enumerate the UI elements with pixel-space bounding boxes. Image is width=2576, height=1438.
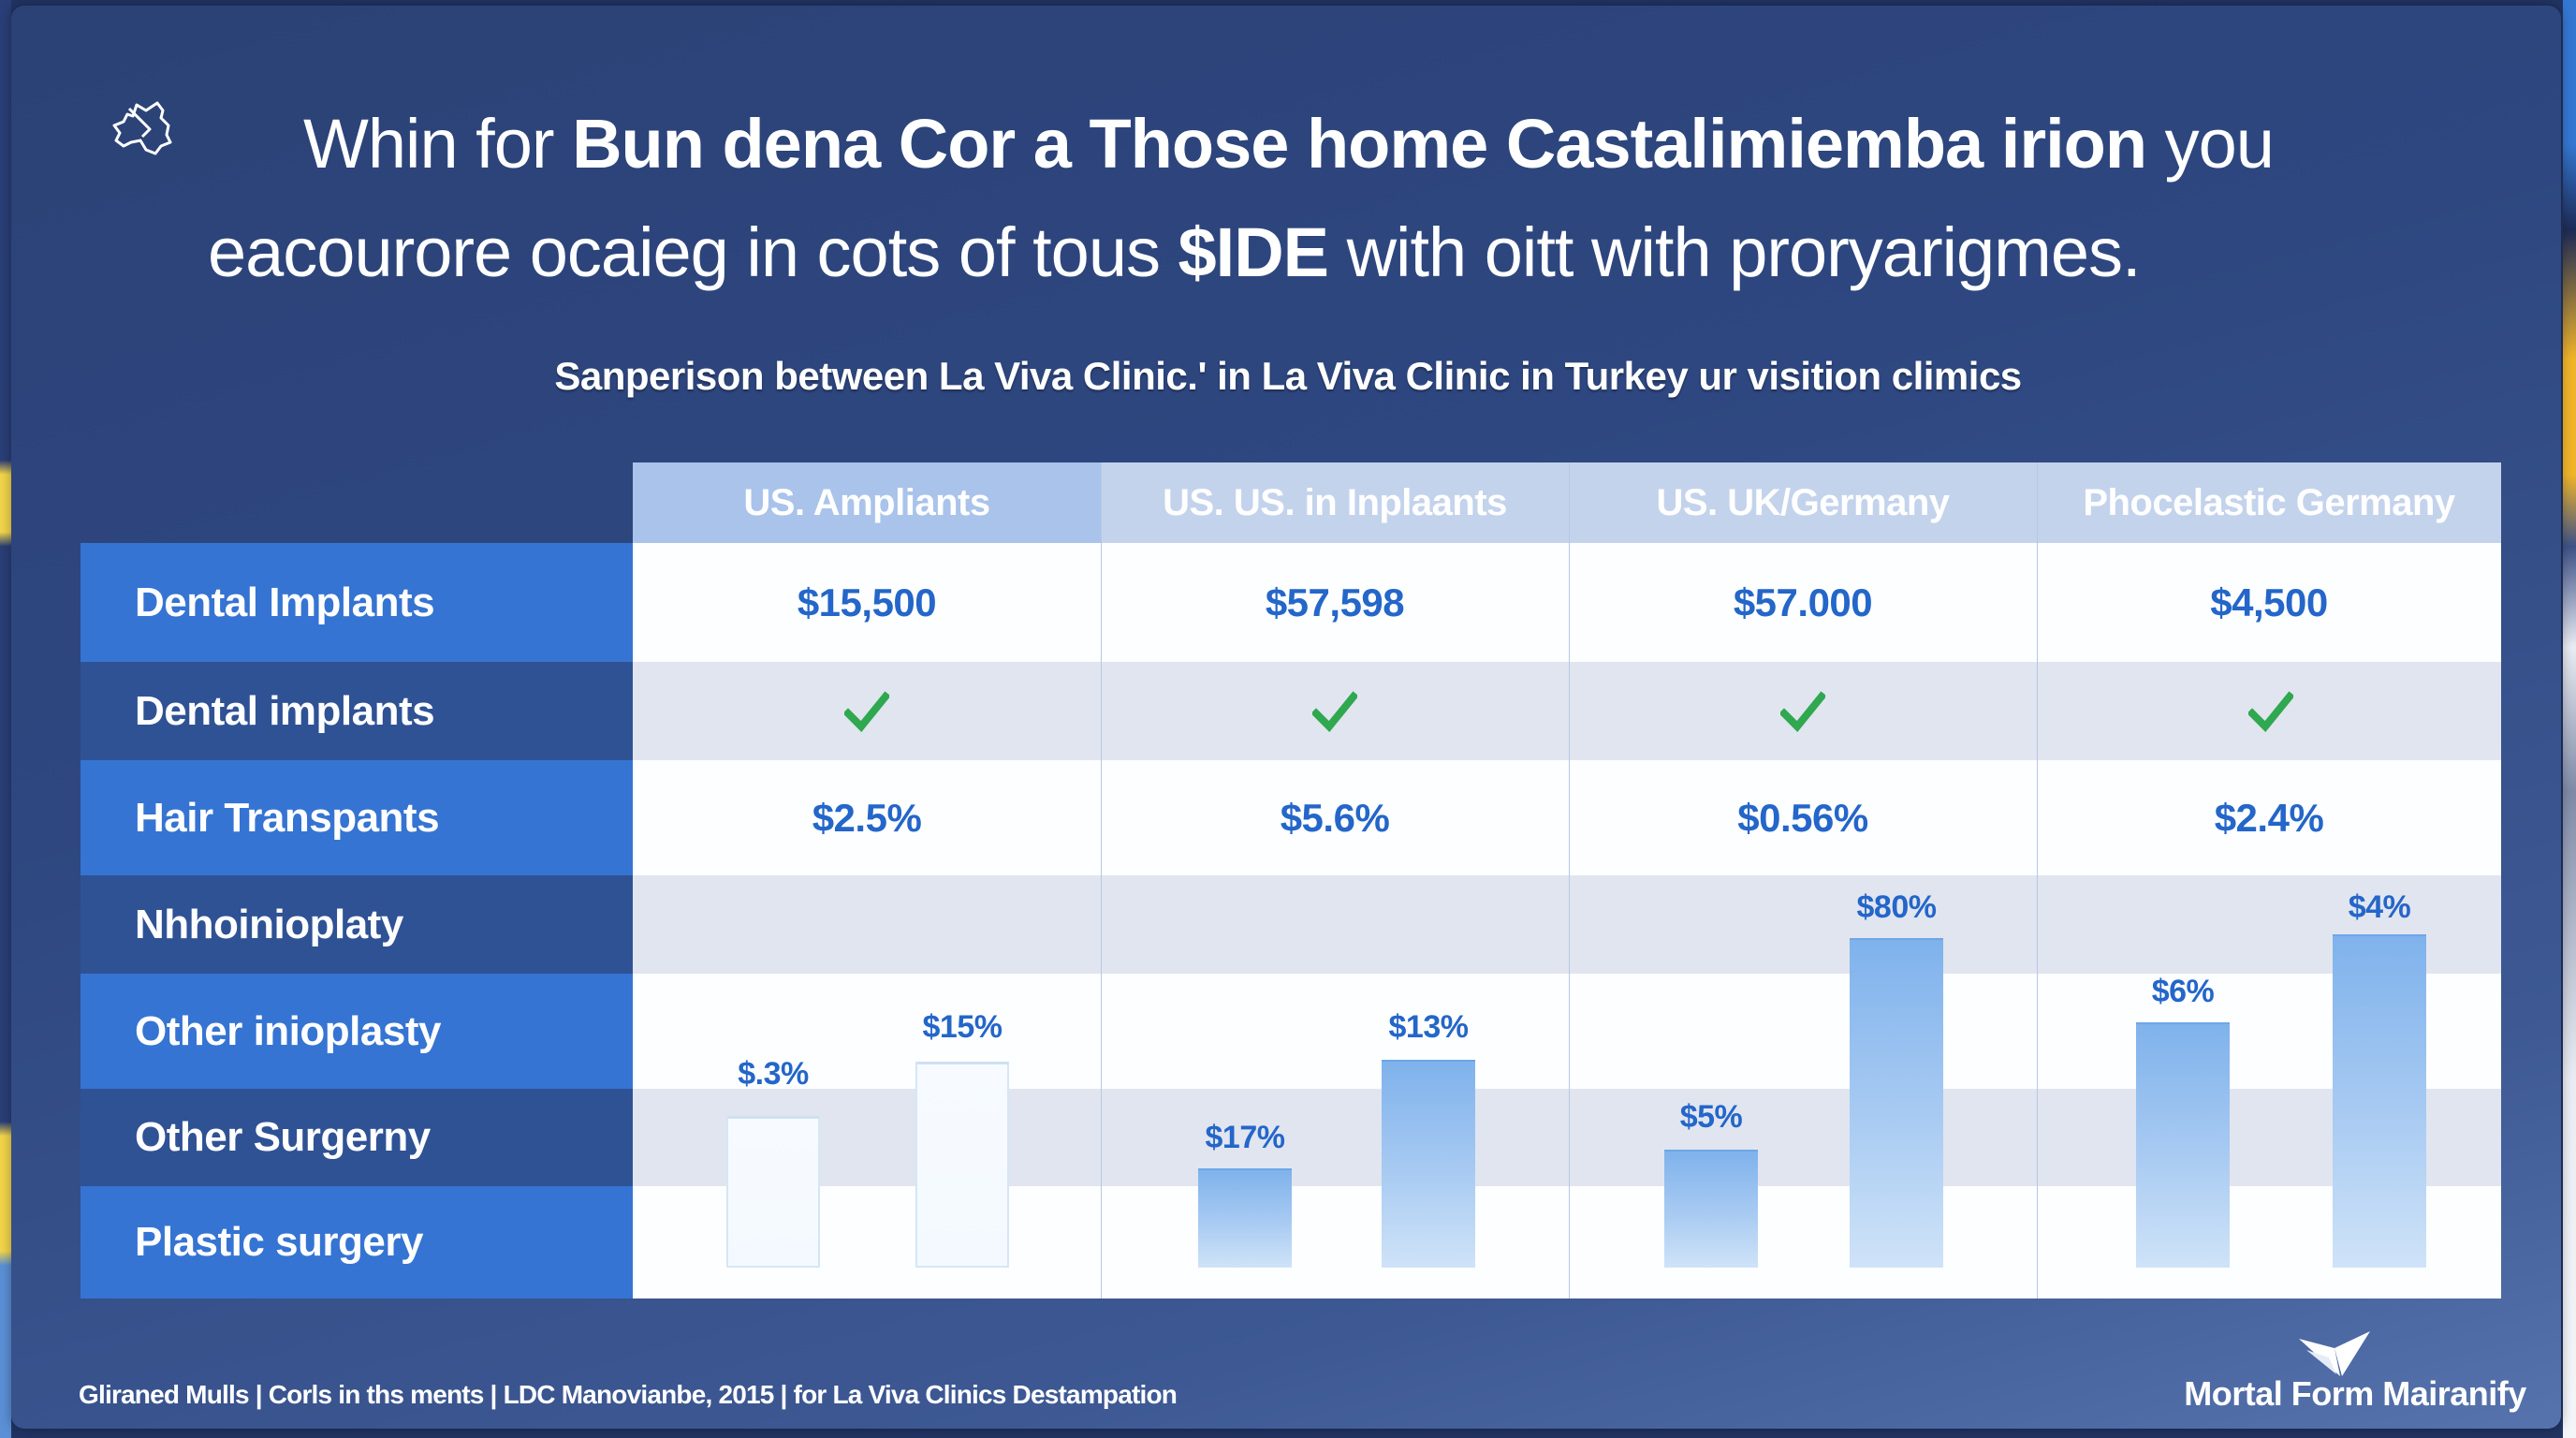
bar <box>2333 934 2426 1268</box>
comparison-table: US. Ampliants US. US. in Inplaants US. U… <box>80 462 2501 1299</box>
bar <box>915 1062 1009 1268</box>
brand-logo: Mortal Form Mairanify <box>2177 1329 2533 1423</box>
checkmark-icon <box>1780 691 1825 732</box>
checkmark-icon <box>1312 691 1357 732</box>
table-row <box>633 662 2501 760</box>
percent-cell: $5.6% <box>1280 795 1390 840</box>
column-divider <box>1101 462 1102 1299</box>
column-divider <box>1569 462 1570 1299</box>
price-cell: $57.000 <box>1733 580 1873 624</box>
column-header: US. Ampliants <box>633 462 1102 543</box>
price-cell: $57,598 <box>1265 580 1405 624</box>
row-label: Plastic surgery <box>80 1186 633 1299</box>
row-label: Hair Transpants <box>80 760 633 875</box>
percent-cell: $2.5% <box>812 795 922 840</box>
bar-label: $80% <box>1856 889 1937 925</box>
footer-source-note: Gliraned Mulls | Corls in ths ments | LD… <box>79 1380 1178 1409</box>
bar <box>2136 1022 2230 1268</box>
bar-label: $.3% <box>738 1056 809 1092</box>
row-label: Other Surgerny <box>80 1089 633 1186</box>
price-cell: $15,500 <box>797 580 937 624</box>
headline-line-2: eacourore ocaieg in cots of tous $IDE wi… <box>208 213 2142 291</box>
column-header: US. UK/Germany <box>1569 462 2038 543</box>
bar <box>1382 1060 1475 1268</box>
paper-plane-logo-icon <box>2299 1331 2370 1376</box>
table-row <box>633 875 2501 974</box>
column-header: US. US. in Inplaants <box>1101 462 1570 543</box>
column-header: Phocelastic Germany <box>2037 462 2501 543</box>
bar <box>1664 1150 1758 1268</box>
brand-name: Mortal Form Mairanify <box>2184 1374 2526 1413</box>
percent-cell: $0.56% <box>1737 795 1868 840</box>
bar <box>726 1116 820 1268</box>
bar-label: $15% <box>922 1009 1003 1045</box>
headline-line-1: Whin for Bun dena Cor a Those home Casta… <box>303 105 2275 183</box>
row-label: Dental Implants <box>80 543 633 662</box>
bar-label: $17% <box>1205 1120 1285 1155</box>
bar-label: $13% <box>1388 1009 1469 1045</box>
percent-cell: $2.4% <box>2214 795 2324 840</box>
bar-label: $6% <box>2151 974 2215 1009</box>
checkmark-icon <box>844 691 889 732</box>
bar <box>1198 1168 1292 1268</box>
column-divider <box>2037 462 2038 1299</box>
bar-label: $4% <box>2348 889 2411 925</box>
bar <box>1850 938 1943 1268</box>
row-label: Nhhoinioplaty <box>80 875 633 974</box>
row-label: Dental implants <box>80 662 633 760</box>
background-window-edge-left <box>0 0 11 1438</box>
price-cell: $4,500 <box>2210 580 2328 624</box>
table-row <box>633 760 2501 875</box>
checkmark-icon <box>2248 691 2293 732</box>
row-label: Other inioplasty <box>80 974 633 1089</box>
table-row <box>633 543 2501 662</box>
background-window-edge-right <box>2563 0 2576 1438</box>
map-outline-icon <box>112 101 172 155</box>
bar-label: $5% <box>1679 1099 1743 1135</box>
chart-subtitle: Sanperison between La Viva Clinic.' in L… <box>554 354 2022 398</box>
